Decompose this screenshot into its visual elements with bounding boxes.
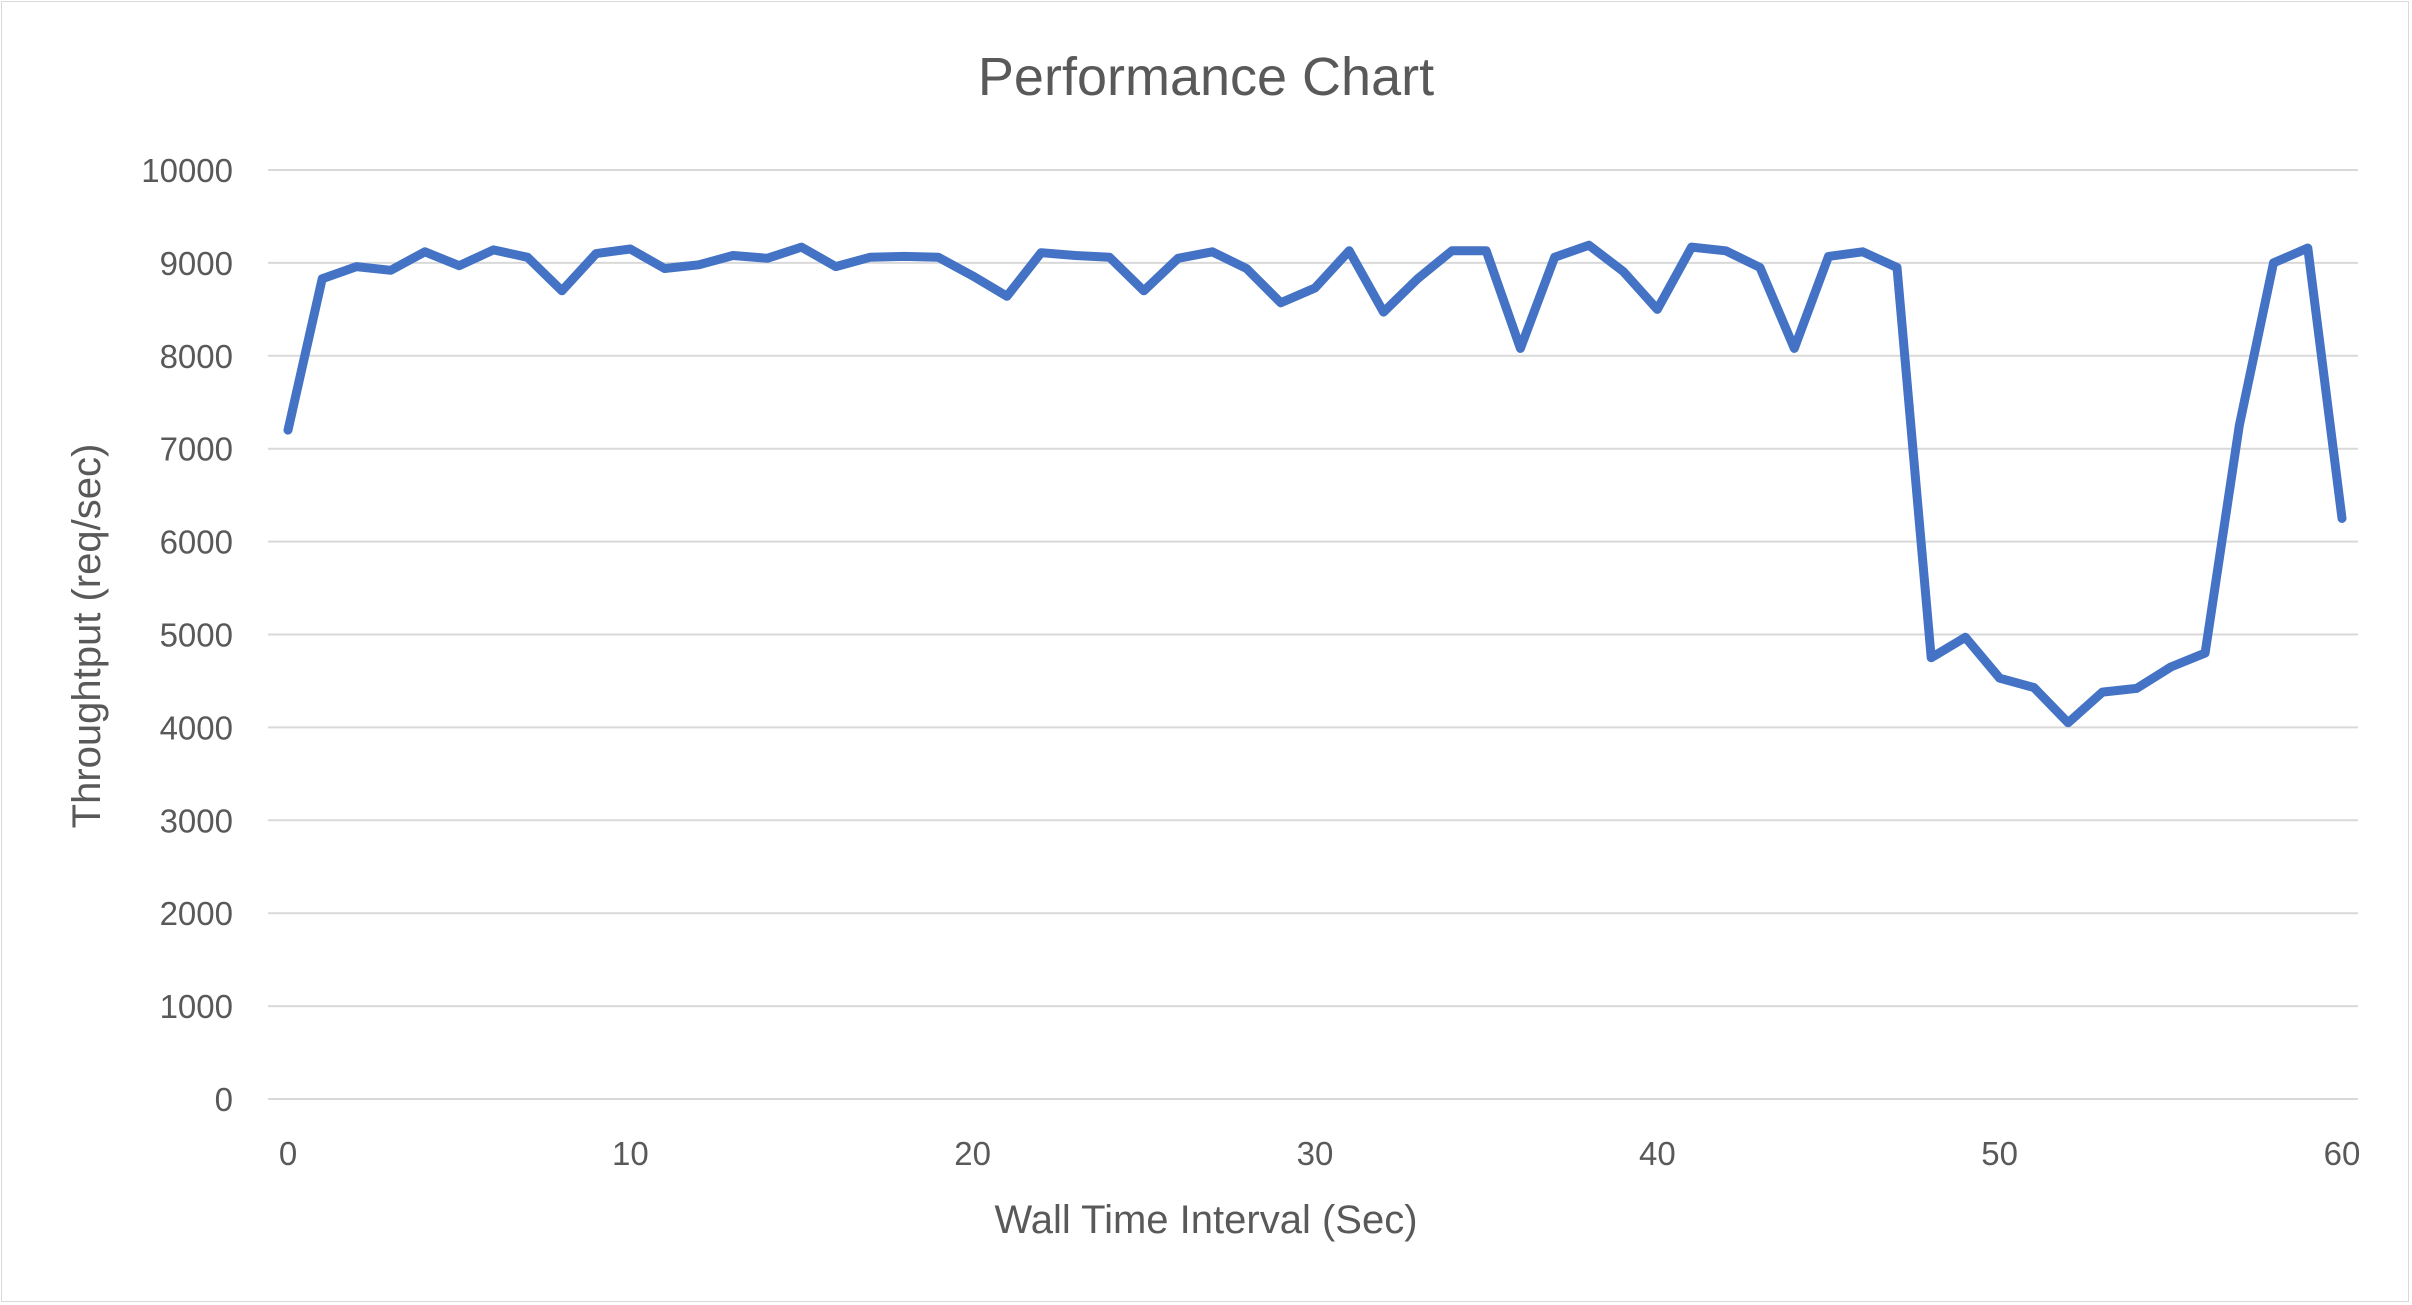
- x-axis-title: Wall Time Interval (Sec): [994, 1198, 1417, 1242]
- x-tick-label: 0: [279, 1135, 297, 1172]
- y-tick-label: 9000: [160, 245, 233, 282]
- data-point: [352, 263, 360, 271]
- data-point: [1037, 249, 1045, 257]
- data-point: [2304, 244, 2312, 252]
- data-point: [798, 243, 806, 251]
- data-point: [2133, 684, 2141, 692]
- y-tick-label: 5000: [160, 617, 233, 654]
- x-tick-label: 50: [1981, 1135, 2018, 1172]
- y-axis-title: Throughtput (req/sec): [65, 444, 109, 829]
- data-point: [2235, 421, 2243, 429]
- data-point: [1996, 674, 2004, 682]
- data-point: [1653, 305, 1661, 313]
- data-point: [763, 254, 771, 262]
- series-lines: [283, 240, 2347, 728]
- data-point: [866, 253, 874, 261]
- data-point: [729, 251, 737, 259]
- data-point: [387, 266, 395, 274]
- y-tick-label: 0: [215, 1081, 233, 1118]
- data-point: [1551, 253, 1559, 261]
- data-point: [1243, 264, 1251, 272]
- data-point: [1516, 344, 1524, 352]
- x-tick-label: 40: [1639, 1135, 1676, 1172]
- data-point: [1345, 247, 1353, 255]
- data-point: [1379, 308, 1387, 316]
- x-tick-label: 10: [612, 1135, 649, 1172]
- y-tick-label: 1000: [160, 988, 233, 1025]
- data-point: [1585, 241, 1593, 249]
- data-point: [1448, 247, 1456, 255]
- data-point: [1790, 344, 1798, 352]
- data-point: [1003, 292, 1011, 300]
- x-tick-label: 60: [2324, 1135, 2361, 1172]
- data-point: [1174, 254, 1182, 262]
- data-point: [2338, 514, 2346, 522]
- data-point: [1756, 264, 1764, 272]
- data-point: [1277, 299, 1285, 307]
- data-point: [1071, 251, 1079, 259]
- data-point: [1722, 247, 1730, 255]
- data-point: [558, 287, 566, 295]
- data-point: [489, 246, 497, 254]
- x-axis-tick-labels: 0 10 20 30 40 50 60: [279, 1135, 2361, 1172]
- y-tick-label: 3000: [160, 802, 233, 839]
- series-line-1: [283, 240, 2347, 728]
- data-point: [1859, 248, 1867, 256]
- data-point: [421, 248, 429, 256]
- data-point: [284, 426, 292, 434]
- data-point: [626, 245, 634, 253]
- data-point: [2064, 719, 2072, 727]
- data-point: [695, 261, 703, 269]
- data-point: [1927, 654, 1935, 662]
- data-point: [2270, 259, 2278, 267]
- data-point: [1893, 264, 1901, 272]
- data-point: [1106, 253, 1114, 261]
- data-point: [661, 264, 669, 272]
- data-point: [934, 253, 942, 261]
- data-point: [1961, 633, 1969, 641]
- chart-title: Performance Chart: [978, 47, 1434, 107]
- data-point: [1414, 275, 1422, 283]
- data-point: [900, 252, 908, 260]
- data-point: [455, 262, 463, 270]
- data-point: [2167, 663, 2175, 671]
- y-tick-label: 4000: [160, 709, 233, 746]
- data-point: [318, 275, 326, 283]
- data-point: [1825, 252, 1833, 260]
- data-point: [524, 253, 532, 261]
- data-point: [1482, 247, 1490, 255]
- data-point: [1140, 287, 1148, 295]
- data-point: [2030, 683, 2038, 691]
- y-tick-label: 8000: [160, 338, 233, 375]
- data-point: [2201, 649, 2209, 657]
- gridlines: [268, 169, 2358, 1008]
- x-tick-label: 20: [954, 1135, 991, 1172]
- x-tick-label: 30: [1297, 1135, 1334, 1172]
- data-point: [832, 263, 840, 271]
- data-point: [2098, 688, 2106, 696]
- y-tick-label: 2000: [160, 895, 233, 932]
- y-tick-label: 7000: [160, 431, 233, 468]
- data-point: [1688, 243, 1696, 251]
- data-point: [969, 272, 977, 280]
- y-tick-label: 6000: [160, 524, 233, 561]
- data-point: [1208, 248, 1216, 256]
- y-tick-label: 10000: [141, 152, 233, 189]
- data-point: [1619, 267, 1627, 275]
- data-point: [592, 250, 600, 258]
- y-axis-tick-labels: 0 1000 2000 3000 4000 5000 6000 7000 8000 9000 100…: [141, 152, 233, 1118]
- data-point: [1311, 284, 1319, 292]
